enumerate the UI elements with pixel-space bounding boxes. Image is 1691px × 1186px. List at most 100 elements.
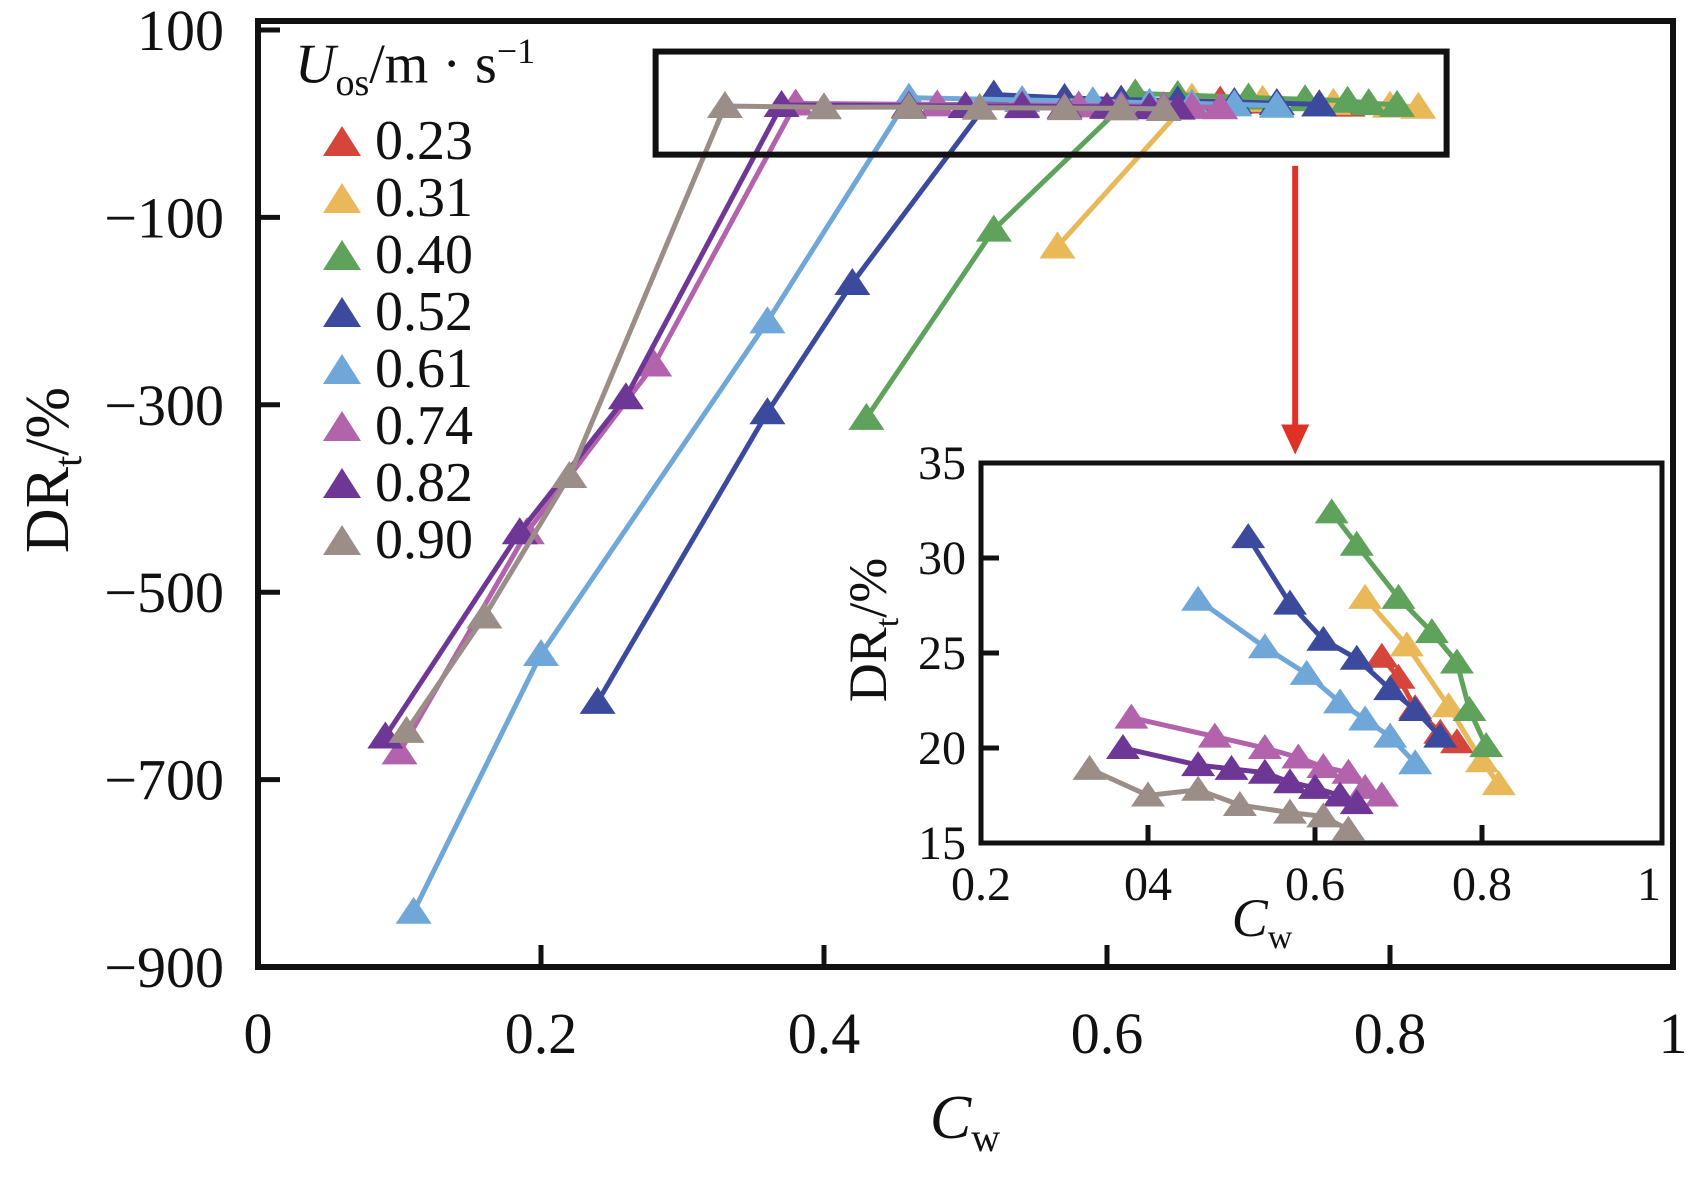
legend: Uos/m · s−1 0.23 0.31 0.40 0.52 0.61 0.74 0.82… <box>295 30 535 569</box>
triangle-marker <box>1181 775 1216 801</box>
inset-y-tick-label: 15 <box>918 817 966 870</box>
legend-item-0.40: 0.40 <box>295 223 535 286</box>
main-tick-labels: 0 0.2 0.4 0.6 0.8 1 100 −100 −300 −500 −700 −900 <box>104 0 1687 1066</box>
triangle-marker <box>1306 753 1341 778</box>
inset-series-0.90 <box>1072 754 1366 841</box>
y-title-sub: t <box>45 455 91 467</box>
triangle-marker <box>1298 773 1332 799</box>
main-x-tick-label: 0.4 <box>788 1001 861 1066</box>
triangle-marker <box>749 306 786 334</box>
inset-x-title-sub: w <box>1267 918 1293 956</box>
triangle-marker <box>1398 749 1433 775</box>
legend-item-label: 0.74 <box>375 394 473 457</box>
triangle-marker <box>1214 754 1249 780</box>
triangle-marker <box>1301 89 1338 117</box>
legend-item-0.31: 0.31 <box>295 169 535 227</box>
main-x-tick-label: 0.2 <box>505 1001 578 1066</box>
triangle-marker <box>1306 802 1341 828</box>
triangle-marker <box>636 349 673 377</box>
triangle-marker <box>749 397 786 425</box>
triangle-marker <box>1272 798 1307 824</box>
legend-item-0.74: 0.74 <box>295 394 535 457</box>
main-y-tick-label: −100 <box>104 185 224 250</box>
inset-y-title-text: DR <box>838 627 899 703</box>
main-ticks <box>258 27 1393 967</box>
zoom-arrow <box>1281 165 1310 455</box>
triangle-marker <box>388 715 425 743</box>
legend-item-0.52: 0.52 <box>295 280 535 343</box>
triangle-marker <box>1398 696 1433 721</box>
legend-title-u: U <box>295 33 336 96</box>
legend-title: Uos/m · s−1 <box>295 30 535 105</box>
main-x-tick-label: 0.8 <box>1354 1001 1427 1066</box>
inset-series-0.31 <box>1348 583 1516 796</box>
triangle-marker <box>395 896 432 924</box>
triangle-marker <box>1373 722 1408 748</box>
inset-x-tick-label: 0.8 <box>1452 858 1512 911</box>
inset-series-0.40 <box>1314 498 1504 758</box>
triangle-marker <box>1481 770 1516 796</box>
triangle-marker <box>848 402 885 430</box>
legend-title-sup: −1 <box>496 31 536 71</box>
x-title-text: C <box>929 1083 972 1152</box>
legend-triangle-icon <box>323 354 361 385</box>
triangle-marker <box>1314 498 1349 524</box>
triangle-marker <box>975 214 1012 242</box>
triangle-marker <box>1350 88 1387 116</box>
triangle-marker <box>1331 758 1366 784</box>
inset-y-tick-label: 30 <box>918 532 966 585</box>
inset-series-0.52 <box>1231 523 1458 748</box>
triangle-marker <box>834 267 871 295</box>
triangle-marker <box>1231 523 1266 549</box>
triangle-marker <box>706 90 743 118</box>
triangle-marker <box>1046 93 1083 121</box>
triangle-marker <box>1114 703 1149 729</box>
main-x-tick-label: 1 <box>1659 1001 1688 1066</box>
triangle-marker <box>1281 743 1316 769</box>
triangle-marker <box>1039 231 1076 259</box>
triangle-marker <box>890 92 927 120</box>
triangle-marker <box>1247 734 1282 759</box>
legend-item-0.82: 0.82 <box>295 451 535 514</box>
triangle-marker <box>1379 89 1416 117</box>
triangle-marker <box>1469 732 1504 758</box>
legend-item-label: 0.90 <box>375 508 473 571</box>
legend-triangle-icon <box>323 183 361 214</box>
triangle-marker <box>1103 93 1140 121</box>
triangle-marker <box>1348 705 1383 731</box>
triangle-marker <box>806 92 842 120</box>
main-plot-frame <box>255 18 1676 970</box>
legend-items: 0.23 0.31 0.40 0.52 0.61 0.74 0.82 0.90 <box>295 112 535 571</box>
series-0.90 <box>388 90 1182 743</box>
triangle-marker <box>1339 789 1374 815</box>
legend-triangle-icon <box>323 126 361 157</box>
triangle-marker <box>523 639 559 667</box>
main-x-axis-title: Cw <box>930 1083 1000 1161</box>
triangle-marker <box>1197 722 1232 748</box>
zoom-region-box <box>652 48 1450 158</box>
inset-x-tick-label: 1 <box>1637 858 1661 911</box>
legend-item-label: 0.82 <box>375 451 473 514</box>
triangle-marker <box>1364 642 1399 668</box>
triangle-marker <box>1247 633 1282 659</box>
legend-item-0.61: 0.61 <box>295 340 535 398</box>
triangle-marker <box>1414 618 1449 644</box>
triangle-marker <box>763 89 800 117</box>
inset-ticks <box>981 555 1485 843</box>
legend-item-label: 0.40 <box>375 223 473 286</box>
triangle-marker <box>1272 768 1307 794</box>
inset-series-0.82 <box>1105 734 1374 815</box>
inset-x-tick-label: 04 <box>1124 858 1172 911</box>
series-0.40-line <box>864 90 1398 420</box>
inset-x-tick-label: 0.6 <box>1285 858 1345 911</box>
main-x-tick-label: 0 <box>244 1001 273 1066</box>
triangle-marker <box>1323 781 1358 807</box>
triangle-marker <box>1348 583 1383 609</box>
inset-y-tick-label: 35 <box>918 437 966 490</box>
legend-triangle-icon <box>323 297 361 328</box>
triangle-marker <box>1389 631 1424 657</box>
series-0.40 <box>848 78 1416 430</box>
triangle-marker <box>1004 91 1041 119</box>
legend-item-label: 0.52 <box>375 280 473 343</box>
